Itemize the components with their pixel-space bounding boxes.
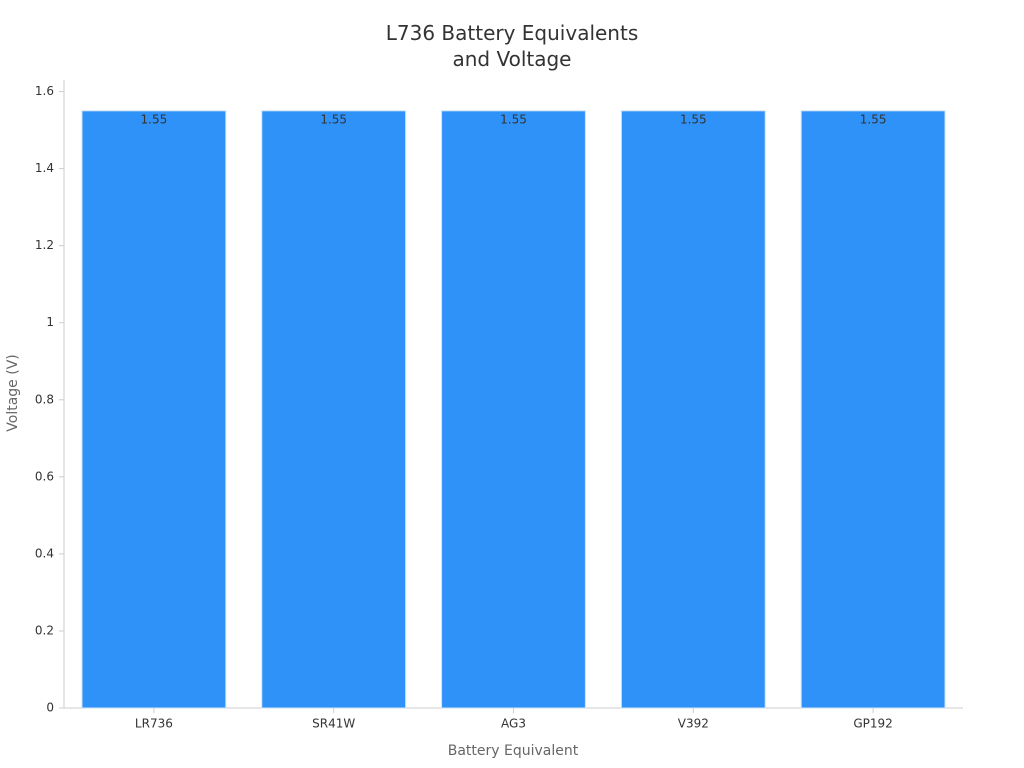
x-tick-label: LR736 — [135, 717, 173, 731]
y-tick-label: 1 — [46, 315, 54, 329]
bar — [81, 110, 227, 709]
data-label: 1.55 — [500, 112, 527, 126]
bar — [620, 110, 766, 709]
y-tick-label: 0.4 — [35, 546, 54, 560]
bar — [261, 110, 407, 709]
data-label: 1.55 — [860, 112, 887, 126]
y-axis-label: Voltage (V) — [5, 354, 21, 431]
y-tick-label: 1.6 — [35, 84, 54, 98]
x-tick-label: SR41W — [312, 717, 355, 731]
chart-title: L736 Battery Equivalents and Voltage — [385, 21, 639, 71]
data-label: 1.55 — [320, 112, 347, 126]
x-tick-label: AG3 — [501, 717, 526, 731]
x-tick-label: GP192 — [853, 717, 892, 731]
bar — [441, 110, 586, 709]
x-axis-label: Battery Equivalent — [448, 743, 579, 759]
y-tick-label: 1.2 — [35, 238, 54, 252]
data-label: 1.55 — [141, 112, 168, 126]
y-tick-label: 0 — [46, 701, 54, 715]
data-label: 1.55 — [680, 112, 707, 126]
x-tick-label: V392 — [678, 717, 709, 731]
y-tick-label: 0.6 — [35, 469, 54, 483]
y-tick-label: 0.2 — [35, 623, 54, 637]
y-tick-label: 0.8 — [35, 392, 54, 406]
y-tick-label: 1.4 — [35, 161, 54, 175]
bar — [800, 110, 946, 709]
